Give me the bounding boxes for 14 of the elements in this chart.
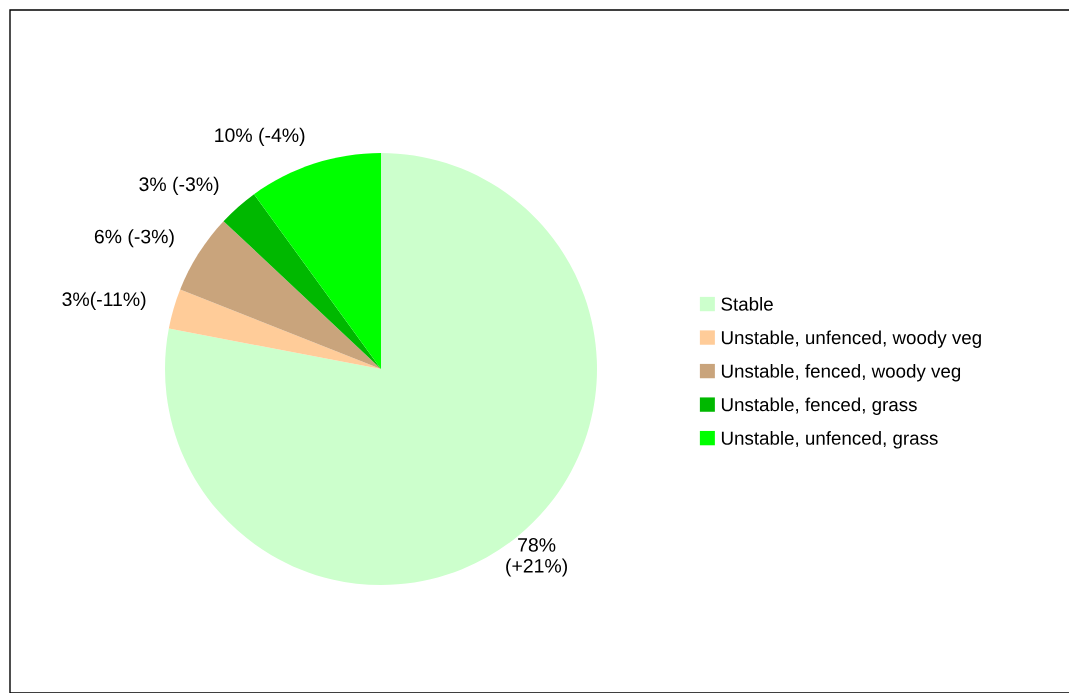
data-label: 78% (+21%) — [506, 538, 567, 577]
pie-slice — [223, 194, 381, 369]
legend-label: Unstable, fenced, grass — [721, 397, 917, 415]
data-label: 3%(-11%) — [62, 291, 146, 310]
pie-slice — [254, 153, 381, 369]
legend-label: Unstable, fenced, woody veg — [721, 364, 961, 382]
legend-label: Unstable, unfenced, woody veg — [721, 330, 981, 348]
legend-label: Unstable, unfenced, grass — [721, 431, 938, 449]
data-label: 3% (-3%) — [139, 176, 219, 195]
legend-label: Stable — [721, 296, 773, 311]
data-label: 6% (-3%) — [94, 229, 174, 248]
pie-slice — [180, 221, 381, 369]
pie-slice — [168, 289, 381, 369]
data-label: 10% (-4%) — [215, 127, 305, 146]
